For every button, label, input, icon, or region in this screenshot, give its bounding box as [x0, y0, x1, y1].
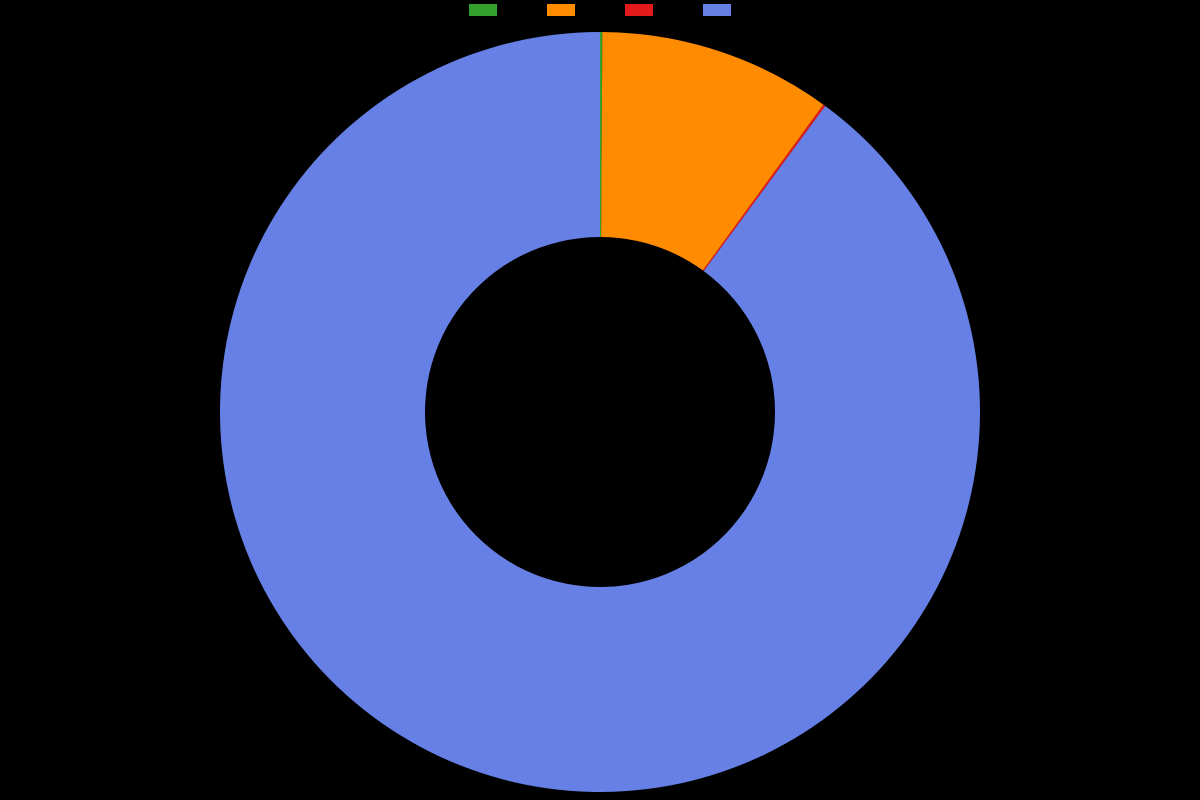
- chart-legend: [0, 4, 1200, 16]
- donut-slice: [220, 32, 980, 792]
- legend-swatch-3: [703, 4, 731, 16]
- legend-item-0: [469, 4, 497, 16]
- donut-chart: [0, 25, 1200, 800]
- legend-swatch-2: [625, 4, 653, 16]
- legend-item-2: [625, 4, 653, 16]
- legend-swatch-1: [547, 4, 575, 16]
- legend-item-1: [547, 4, 575, 16]
- legend-swatch-0: [469, 4, 497, 16]
- legend-item-3: [703, 4, 731, 16]
- donut-chart-container: [0, 25, 1200, 800]
